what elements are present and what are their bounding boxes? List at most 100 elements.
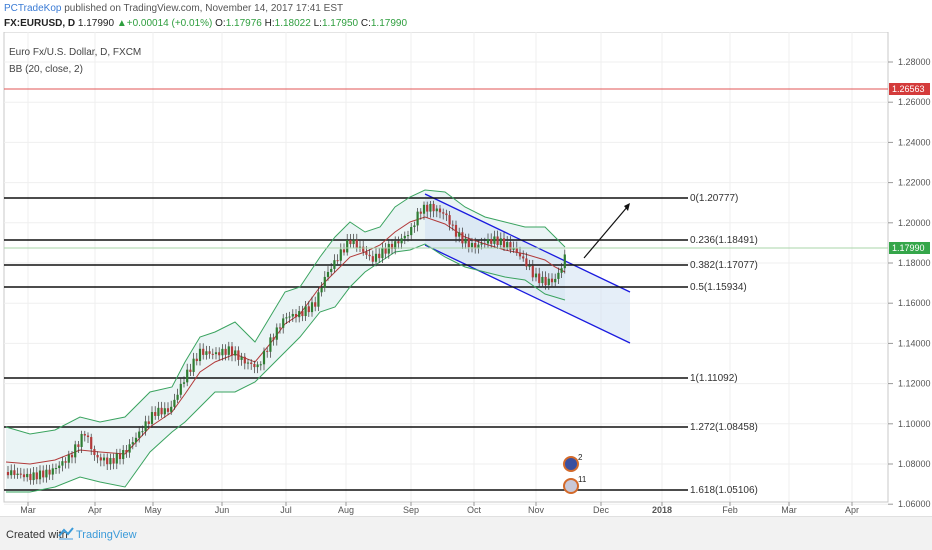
candle-body — [112, 458, 115, 464]
candle-body — [355, 239, 358, 249]
time-tick-label: Aug — [338, 505, 354, 515]
candle-body — [109, 458, 112, 465]
candle-body — [35, 472, 38, 480]
candle-body — [387, 243, 390, 254]
candle-body — [493, 236, 496, 244]
candle-body — [208, 351, 211, 354]
fib-level-label: 1.618(1.05106) — [690, 485, 758, 496]
candle-body — [346, 239, 349, 253]
candle-body — [467, 238, 470, 248]
candle-body — [205, 351, 208, 355]
candle-body — [138, 431, 141, 438]
resistance-tag — [889, 83, 930, 95]
close-label: C: — [360, 18, 371, 29]
candle-body — [54, 468, 58, 470]
candle-body — [307, 306, 310, 313]
candle-body — [64, 461, 67, 463]
candle-body — [352, 239, 355, 245]
candle-body — [397, 241, 400, 244]
time-tick-label: Oct — [467, 505, 482, 515]
candle-body — [480, 243, 483, 245]
price-tick-label: 1.12000 — [898, 379, 931, 389]
candle-body — [218, 352, 221, 356]
candle-body — [240, 356, 243, 360]
candle-body — [90, 437, 93, 450]
candle-body — [416, 211, 419, 226]
candle-body — [538, 273, 541, 284]
candle-body — [371, 256, 374, 262]
candle-body — [534, 273, 538, 278]
candle-body — [333, 260, 336, 269]
up-arrow-icon: ▲ — [116, 18, 127, 29]
candle-body — [115, 453, 118, 464]
candle-body — [22, 474, 26, 478]
candle-body — [349, 239, 352, 245]
candle-body — [282, 318, 285, 328]
projection-arrow[interactable] — [583, 205, 629, 259]
publication-line: PCTradeKop published on TradingView.com,… — [4, 3, 343, 14]
candle-body — [496, 236, 499, 245]
descending-channel[interactable] — [424, 193, 631, 344]
candle-body — [198, 348, 202, 362]
price-chart[interactable]: 0(1.20777) 0.236(1.18491) 0.382(1.17077) 0.… — [0, 32, 932, 516]
candle-body — [426, 204, 429, 212]
time-tick-label: Sep — [403, 505, 419, 515]
candle-body — [512, 247, 515, 250]
time-axis[interactable]: Mar Apr May Jun Jul Aug Sep Oct Nov Dec 2018 Feb Mar… — [4, 501, 888, 515]
candle-body — [381, 248, 384, 259]
candle-body — [93, 449, 96, 455]
footer: Created with TradingView — [0, 516, 932, 550]
price-tick-label: 1.28000 — [898, 57, 931, 67]
candle-body — [330, 268, 333, 272]
price-tick-label: 1.24000 — [898, 137, 931, 147]
tradingview-brand[interactable]: TradingView — [76, 529, 137, 541]
candle-body — [96, 454, 99, 458]
time-tick-label: Nov — [528, 505, 545, 515]
candle-body — [422, 204, 426, 214]
chart-area[interactable]: 0(1.20777) 0.236(1.18491) 0.382(1.17077) 0.… — [0, 32, 932, 516]
candle-body — [499, 238, 502, 245]
arrow-head-icon — [624, 203, 630, 211]
candle-body — [554, 278, 557, 283]
fibonacci-levels[interactable]: 0(1.20777) 0.236(1.18491) 0.382(1.17077) 0.… — [4, 193, 758, 496]
indicator-legend[interactable]: BB (20, close, 2) — [9, 64, 83, 75]
time-tick-label: Mar — [20, 505, 36, 515]
eu-flag-icon-marker[interactable]: 2 — [563, 453, 583, 472]
candle-body — [432, 203, 435, 212]
candle-body — [547, 278, 550, 286]
candle-body — [86, 435, 90, 438]
candle-body — [301, 311, 304, 317]
candle-body — [522, 256, 525, 259]
time-tick-label: Apr — [88, 505, 102, 515]
channel-upper-line[interactable] — [424, 193, 631, 293]
candle-body — [458, 232, 461, 237]
price-axis[interactable]: 1.28000 1.26000 1.24000 1.22000 1.20000 1.180… — [888, 57, 931, 509]
candle-body — [250, 362, 253, 364]
candles — [6, 200, 566, 485]
time-tick-label: May — [144, 505, 162, 515]
candle-body — [176, 394, 179, 400]
published-text: published on TradingView.com, November 1… — [61, 3, 344, 14]
fib-level-label: 1.272(1.08458) — [690, 422, 758, 433]
candle-body — [362, 246, 365, 252]
candle-body — [195, 358, 198, 362]
price-tick-label: 1.08000 — [898, 459, 931, 469]
candle-body — [243, 356, 246, 364]
candle-body — [186, 369, 189, 383]
time-tick-label: 2018 — [652, 505, 672, 515]
high-label: H: — [264, 18, 275, 29]
candle-body — [256, 364, 259, 368]
candle-body — [413, 225, 416, 228]
us-flag-icon-marker[interactable]: 11 — [563, 475, 587, 494]
channel-lower-line[interactable] — [424, 244, 631, 344]
candle-body — [45, 469, 48, 478]
candle-body — [128, 444, 131, 453]
candle-body — [442, 212, 445, 214]
candle-body — [470, 242, 474, 248]
candle-body — [189, 369, 192, 372]
author-link[interactable]: PCTradeKop — [4, 3, 62, 14]
bb-upper-band — [5, 189, 566, 435]
candle-body — [294, 313, 298, 318]
candle-body — [147, 421, 150, 424]
candle-body — [38, 470, 42, 480]
